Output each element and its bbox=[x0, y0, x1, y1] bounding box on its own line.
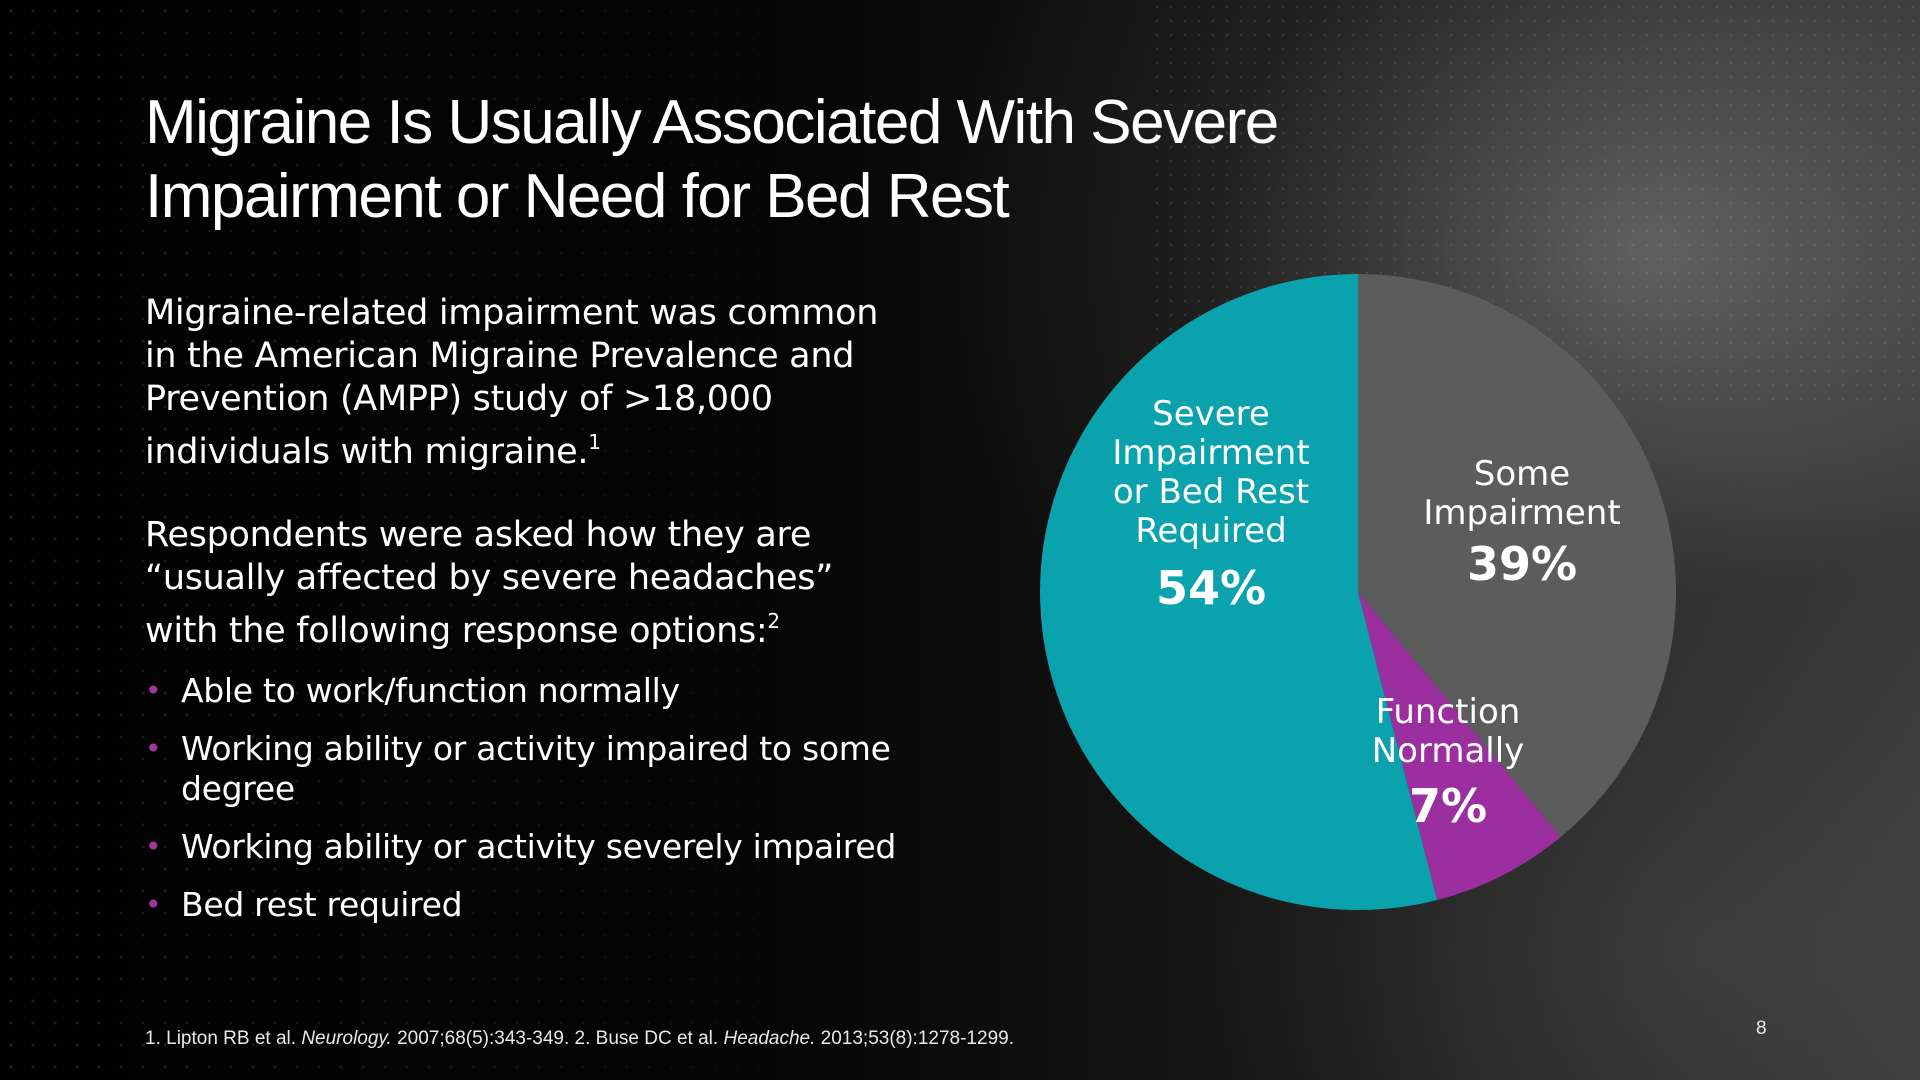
ref1-authors: 1. Lipton RB et al. bbox=[145, 1028, 302, 1049]
bullet-icon: • bbox=[145, 732, 162, 765]
pie-slice bbox=[1039, 274, 1438, 910]
intro-paragraph: Migraine-related impairment was common i… bbox=[145, 292, 905, 474]
question-paragraph: Respondents were asked how they are “usu… bbox=[145, 514, 905, 653]
slice-percentage: 39% bbox=[1467, 537, 1577, 591]
slice-label: Severe bbox=[1152, 394, 1270, 434]
slice-percentage: 7% bbox=[1409, 779, 1487, 833]
response-option: • Bed rest required bbox=[145, 885, 905, 925]
slice-label: Impairment bbox=[1112, 433, 1309, 473]
references-footnote: 1. Lipton RB et al. Neurology. 2007;68(5… bbox=[145, 1028, 1014, 1050]
ref1-journal: Neurology. bbox=[301, 1028, 392, 1049]
response-option-text: Working ability or activity severely imp… bbox=[181, 827, 896, 866]
slide-title: Migraine Is Usually Associated With Seve… bbox=[145, 88, 1279, 231]
question-citation: 2 bbox=[767, 609, 780, 633]
response-option: • Able to work/function normally bbox=[145, 671, 905, 711]
response-options-list: • Able to work/function normally • Working… bbox=[145, 671, 905, 925]
ref2-details: 2013;53(8):1278-1299. bbox=[815, 1028, 1014, 1049]
slice-label: Some bbox=[1474, 454, 1570, 494]
response-option-text: Working ability or activity impaired to … bbox=[181, 729, 891, 808]
slice-label: Normally bbox=[1372, 731, 1525, 771]
bullet-icon: • bbox=[145, 830, 162, 863]
slice-label: Function bbox=[1376, 692, 1521, 732]
ref1-details: 2007;68(5):343-349. 2. Buse DC et al. bbox=[391, 1028, 724, 1049]
response-option-text: Able to work/function normally bbox=[181, 671, 680, 710]
response-option-text: Bed rest required bbox=[181, 885, 463, 924]
ref2-journal: Headache. bbox=[723, 1028, 816, 1049]
intro-text: Migraine-related impairment was common i… bbox=[145, 293, 879, 472]
slice-percentage: 54% bbox=[1156, 561, 1266, 615]
slice-label: Impairment bbox=[1423, 493, 1620, 533]
question-text: Respondents were asked how they are “usu… bbox=[145, 515, 834, 651]
dot-pattern-left bbox=[0, 0, 760, 1080]
response-option: • Working ability or activity severely im… bbox=[145, 827, 905, 867]
pie-slice bbox=[1358, 592, 1561, 901]
response-option: • Working ability or activity impaired to… bbox=[145, 729, 905, 809]
intro-citation: 1 bbox=[588, 430, 601, 454]
pie-slice bbox=[1358, 274, 1676, 838]
bullet-icon: • bbox=[145, 674, 162, 707]
bullet-icon: • bbox=[145, 888, 162, 921]
body-text: Migraine-related impairment was common i… bbox=[145, 292, 905, 943]
page-number: 8 bbox=[1756, 1018, 1767, 1039]
slice-label: or Bed Rest bbox=[1113, 472, 1309, 512]
slice-label: Required bbox=[1135, 511, 1286, 551]
